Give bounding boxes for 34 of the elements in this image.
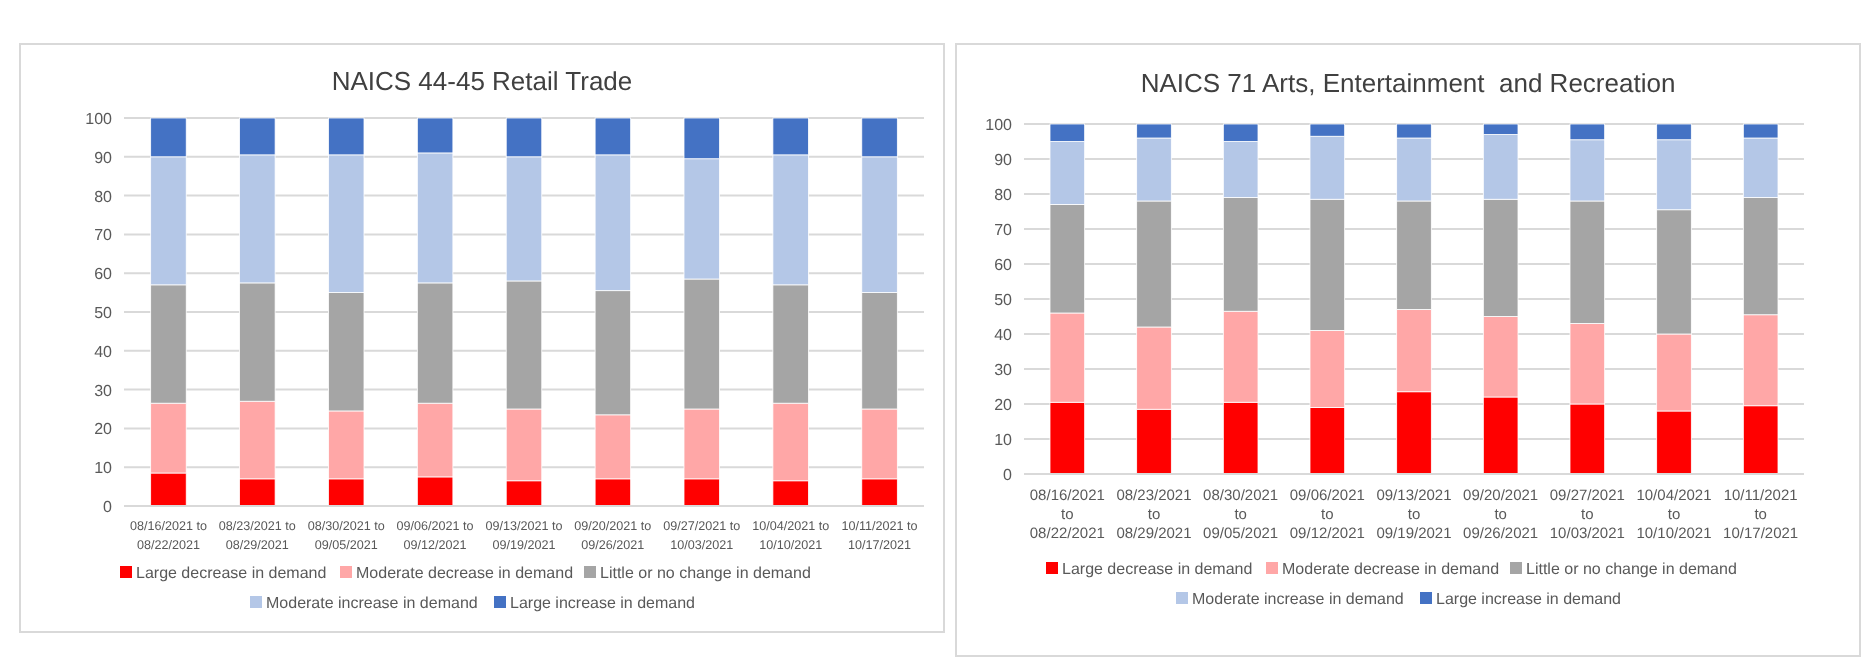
y-tick-label: 70 xyxy=(994,221,1014,239)
y-tick-label: 10 xyxy=(994,431,1014,449)
legend-label: Large increase in demand xyxy=(510,594,696,612)
y-tick-label: 60 xyxy=(94,265,114,284)
y-tick-label: 70 xyxy=(94,226,114,245)
legend-label: Little or no change in demand xyxy=(1526,560,1737,578)
y-tick-label: 10 xyxy=(94,459,114,478)
y-tick-label: 80 xyxy=(94,187,114,206)
legend-label: Large increase in demand xyxy=(1436,590,1622,608)
legend-label: Little or no change in demand xyxy=(600,564,811,582)
legend-label: Large decrease in demand xyxy=(1062,560,1253,578)
legend-label: Moderate increase in demand xyxy=(1192,590,1404,608)
y-tick-label: 0 xyxy=(103,498,114,516)
legend-label: Moderate decrease in demand xyxy=(1282,560,1500,578)
y-tick-label: 100 xyxy=(985,116,1014,134)
chart-title: NAICS 44-45 Retail Trade xyxy=(331,66,633,96)
y-tick-label: 90 xyxy=(994,151,1014,169)
y-tick-label: 40 xyxy=(994,326,1014,344)
y-tick-label: 60 xyxy=(994,256,1014,274)
y-tick-label: 30 xyxy=(94,381,114,400)
chart-title: NAICS 71 Arts, Entertainment and Recreation xyxy=(1140,68,1676,98)
y-tick-label: 0 xyxy=(1003,466,1014,484)
y-tick-label: 100 xyxy=(85,110,114,128)
y-tick-label: 50 xyxy=(994,291,1014,309)
y-tick-label: 50 xyxy=(94,304,114,322)
y-tick-label: 90 xyxy=(94,148,114,167)
y-tick-label: 40 xyxy=(94,342,114,361)
legend-label: Large decrease in demand xyxy=(136,564,327,582)
legend-label: Moderate decrease in demand xyxy=(356,564,574,582)
legend-label: Moderate increase in demand xyxy=(266,594,478,612)
y-tick-label: 30 xyxy=(994,361,1014,379)
y-tick-label: 80 xyxy=(994,186,1014,204)
y-tick-label: 20 xyxy=(94,420,114,439)
y-tick-label: 20 xyxy=(994,396,1014,414)
